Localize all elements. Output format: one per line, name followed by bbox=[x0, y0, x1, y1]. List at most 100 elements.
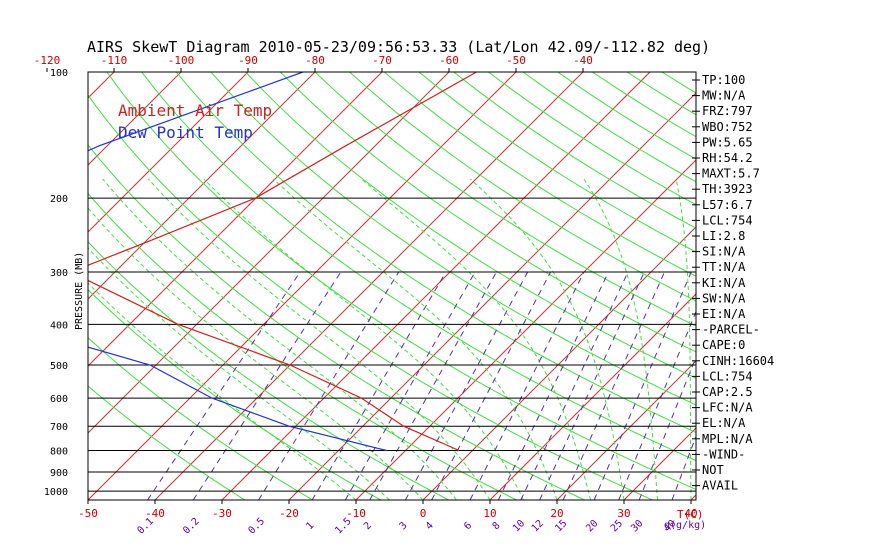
dry-adiabat-line bbox=[453, 72, 696, 229]
dry-adiabat-line bbox=[88, 385, 246, 500]
dry-adiabat-line bbox=[349, 72, 696, 302]
y-axis-label: PRESSURE (MB) bbox=[74, 252, 85, 330]
top-tick-label: -60 bbox=[439, 54, 459, 67]
y-tick-label: 200 bbox=[50, 194, 68, 205]
x-axis-label: T(C) bbox=[677, 508, 704, 521]
index-label: LI:2.8 bbox=[702, 229, 745, 243]
y-tick-label: 700 bbox=[50, 422, 68, 433]
mixing-ratio-tick: 10 bbox=[511, 518, 527, 534]
mixing-ratio-tick: 25 bbox=[609, 518, 625, 534]
dry-adiabat-line bbox=[279, 72, 696, 353]
dry-adiabat-line bbox=[210, 72, 696, 406]
mixing-ratio-tick: 1 bbox=[304, 520, 316, 532]
top-tick-label: -110 bbox=[101, 54, 128, 67]
index-label: MAXT:5.7 bbox=[702, 167, 760, 181]
moist-adiabat-line bbox=[361, 178, 591, 500]
y-tick-label: 1000 bbox=[44, 487, 68, 498]
isotherm-line bbox=[0, 72, 47, 500]
dry-adiabat-line bbox=[175, 72, 696, 433]
index-label: WBO:752 bbox=[702, 120, 753, 134]
moist-adiabat-line bbox=[675, 178, 692, 500]
bottom-tick-label: 40 bbox=[684, 507, 697, 520]
y-tick-label: 900 bbox=[50, 468, 68, 479]
dry-adiabat-line bbox=[245, 72, 696, 379]
moist-adiabat-line bbox=[88, 207, 424, 500]
mixing-ratio-tick: 0.5 bbox=[247, 516, 268, 537]
top-tick-label: -70 bbox=[372, 54, 392, 67]
top-tick-label: -100 bbox=[168, 54, 195, 67]
isotherm-line bbox=[88, 72, 316, 300]
mixing-ratio-label: g(g/kg) bbox=[664, 520, 706, 531]
chart-profiles bbox=[88, 72, 477, 452]
legend-ambient-air-temp: Ambient Air Temp bbox=[118, 101, 272, 120]
isotherm-line bbox=[623, 427, 696, 500]
moist-adiabat-line bbox=[147, 178, 491, 500]
bottom-tick-label: -10 bbox=[346, 507, 366, 520]
top-tick-label: -50 bbox=[506, 54, 526, 67]
isotherm-line bbox=[88, 72, 383, 367]
index-label: CAP:2.5 bbox=[702, 385, 753, 399]
index-label: LCL:754 bbox=[702, 369, 753, 383]
top-tick-label: -80 bbox=[305, 54, 325, 67]
mixing-ratio-line bbox=[469, 271, 585, 500]
mixing-ratio-line bbox=[258, 271, 400, 500]
moist-adiabat-line bbox=[470, 178, 625, 500]
mixing-ratio-line bbox=[520, 271, 629, 500]
mixing-ratio-tick: 0.2 bbox=[181, 516, 202, 537]
y-tick-label: 100 bbox=[50, 68, 68, 79]
mixing-ratio-tick: 8 bbox=[491, 520, 503, 532]
mixing-ratio-tick: 6 bbox=[462, 520, 474, 532]
plot-frame bbox=[87, 71, 697, 501]
mixing-ratio-tick: 4 bbox=[424, 520, 436, 532]
mixing-ratio-line bbox=[369, 271, 497, 500]
isotherm-line bbox=[88, 72, 450, 434]
mixing-ratio-tick: 12 bbox=[530, 518, 546, 534]
dry-adiabat-line bbox=[383, 72, 696, 277]
mixing-ratio-line bbox=[344, 271, 476, 500]
legend-dew-point-temp: Dew Point Temp bbox=[118, 123, 253, 142]
y-tick-label: 800 bbox=[50, 447, 68, 458]
index-label: FRZ:797 bbox=[702, 104, 753, 118]
index-label: AVAIL bbox=[702, 479, 738, 493]
moist-adiabat-line bbox=[272, 178, 558, 500]
index-label: SI:N/A bbox=[702, 245, 746, 259]
dry-adiabat-line bbox=[88, 144, 585, 500]
mixing-ratio-line bbox=[311, 271, 447, 500]
chart-title: AIRS SkewT Diagram 2010-05-23/09:56:53.3… bbox=[87, 38, 710, 56]
index-label: PW:5.65 bbox=[702, 135, 753, 149]
index-label: TP:100 bbox=[702, 73, 745, 87]
dry-adiabat-line bbox=[88, 94, 653, 500]
dry-adiabat-line bbox=[88, 337, 314, 500]
dry-adiabat-line bbox=[488, 72, 696, 206]
dry-adiabat-line bbox=[141, 72, 696, 462]
index-label: -WIND- bbox=[702, 447, 745, 461]
index-label: -PARCEL- bbox=[702, 323, 760, 337]
index-label: TT:N/A bbox=[702, 260, 746, 274]
dewpoint-line bbox=[88, 72, 387, 452]
isotherm-line bbox=[88, 72, 517, 500]
mixing-ratio-tick: 15 bbox=[553, 518, 569, 534]
top-tick-label: -120 bbox=[34, 54, 61, 67]
index-label: MW:N/A bbox=[702, 89, 746, 103]
moist-adiabat-line bbox=[583, 178, 658, 500]
isotherm-line bbox=[556, 360, 696, 500]
index-label: RH:54.2 bbox=[702, 151, 753, 165]
bottom-tick-label: 20 bbox=[550, 507, 563, 520]
isotherm-line bbox=[154, 72, 584, 500]
index-label: L57:6.7 bbox=[702, 198, 753, 212]
y-tick-label: 400 bbox=[50, 320, 68, 331]
isotherm-line bbox=[288, 92, 696, 500]
bottom-tick-label: 0 bbox=[420, 507, 427, 520]
index-label: CAPE:0 bbox=[702, 338, 745, 352]
mixing-ratio-line bbox=[562, 271, 665, 500]
dry-adiabat-line bbox=[88, 241, 449, 500]
mixing-ratio-tick: 3 bbox=[398, 520, 410, 532]
index-label: SW:N/A bbox=[702, 291, 746, 305]
dry-adiabat-line bbox=[106, 72, 696, 490]
dry-adiabat-line bbox=[314, 72, 696, 327]
mixing-ratio-line bbox=[638, 355, 696, 500]
isotherm-line bbox=[758, 72, 870, 500]
bottom-tick-label: 30 bbox=[617, 507, 630, 520]
